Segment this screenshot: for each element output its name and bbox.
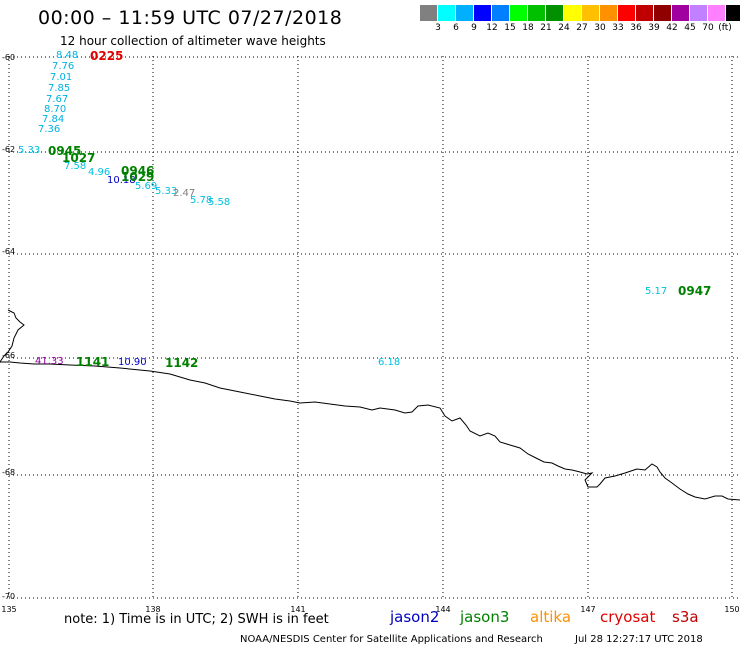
legend-swatch [492,5,510,21]
legend-swatch [654,5,672,21]
time-label: 1141 [76,355,110,369]
time-label: 0947 [678,284,712,298]
lon-label: 144 [435,605,451,614]
legend-label: 24 [558,23,570,33]
legend-label: 12 [486,23,498,33]
satellite-s3a: s3a [672,608,699,626]
wave-height-label: 4.96 [88,167,111,178]
wave-height-label: 5.58 [208,197,231,208]
wave-height-label: 7.01 [50,72,73,83]
legend-swatch [708,5,726,21]
legend-swatch [564,5,582,21]
wave-height-label: 5.33 [18,145,41,156]
timestamp-text: Jul 28 12:27:17 UTC 2018 [575,634,703,645]
lon-label: 150 [724,605,740,614]
lon-label: 138 [145,605,161,614]
wave-height-label: 7.85 [48,83,71,94]
wave-height-label: 2.47 [173,188,196,199]
legend-swatch [510,5,528,21]
map-subtitle: 12 hour collection of altimeter wave hei… [60,34,326,48]
wave-height-label: 6.18 [378,357,401,368]
wave-height-label: 7.36 [38,124,61,135]
wave-height-label: 7.76 [52,61,75,72]
legend-label: 9 [471,23,477,33]
map-title: 00:00 – 11:59 UTC 07/27/2018 [38,7,343,29]
time-label: 1027 [62,151,96,165]
wave-height-label: 7.67 [46,94,69,105]
lon-label: 147 [580,605,596,614]
lat-label: -60 [2,53,16,62]
wave-height-label: 7.84 [42,114,65,125]
wave-height-label: 5.78 [190,195,213,206]
legend-swatch [726,5,740,21]
satellite-jason2: jason2 [390,608,440,626]
time-label: 0945 [48,144,82,158]
legend-label: 27 [576,23,588,33]
wave-height-label: 8.48 [56,50,79,61]
color-legend [420,5,740,21]
satellite-altika: altika [530,608,572,626]
time-label: 0946 [121,164,155,178]
legend-swatch [474,5,492,21]
legend-unit: (ft) [718,23,732,33]
time-label: 1142 [165,356,199,370]
time-label: 1029 [121,170,155,184]
grid-lines [8,56,740,599]
lat-label: -68 [2,468,16,477]
legend-label: 30 [594,23,606,33]
lat-label: -70 [2,592,16,601]
legend-swatch [600,5,618,21]
legend-swatch [690,5,708,21]
legend-label: 39 [648,23,660,33]
wave-height-label: 41.33 [35,356,64,367]
legend-label: 33 [612,23,624,33]
satellite-jason3: jason3 [460,608,510,626]
legend-label: 6 [453,23,459,33]
legend-label: 15 [504,23,516,33]
legend-swatch [420,5,438,21]
legend-swatch [546,5,564,21]
lon-label: 135 [1,605,17,614]
wave-height-label: 8.70 [44,104,67,115]
satellite-cryosat: cryosat [600,608,656,626]
credit-text: NOAA/NESDIS Center for Satellite Applica… [240,634,543,645]
legend-label: 42 [666,23,678,33]
legend-swatch [528,5,546,21]
time-label: 0225 [90,49,124,63]
legend-swatch [438,5,456,21]
wave-height-label: 7.58 [64,161,87,172]
footnote: note: 1) Time is in UTC; 2) SWH is in fe… [64,612,329,627]
legend-swatch [456,5,474,21]
lat-label: -62 [2,145,16,154]
legend-swatch [672,5,690,21]
lat-label: -64 [2,247,16,256]
legend-label: 21 [540,23,552,33]
antarctic-coastline [0,309,740,501]
wave-height-label: 5.33 [155,186,178,197]
wave-height-label: 5.17 [645,286,668,297]
legend-swatch [618,5,636,21]
legend-label: 18 [522,23,534,33]
legend-swatch [582,5,600,21]
legend-swatch [636,5,654,21]
wave-height-label: 5.69 [135,181,158,192]
lat-label: -66 [2,351,16,360]
legend-label: 70 [702,23,714,33]
legend-label: 3 [435,23,441,33]
wave-height-label: 10.18 [107,175,136,186]
legend-label: 36 [630,23,642,33]
lon-label: 141 [290,605,306,614]
legend-label: 45 [684,23,696,33]
wave-height-label: 10.90 [118,357,147,368]
